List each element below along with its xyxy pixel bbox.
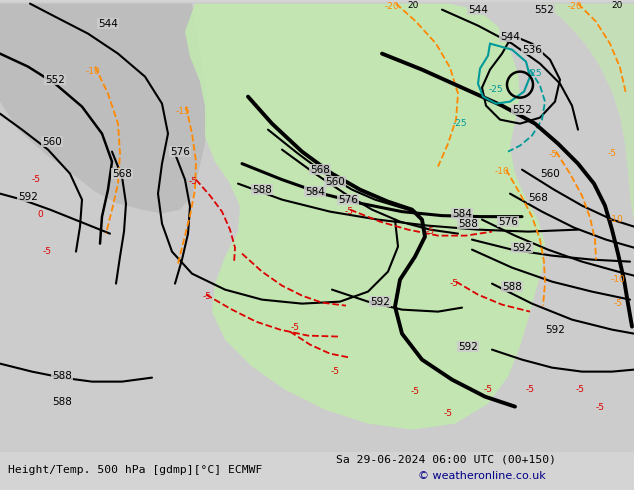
- Text: 576: 576: [338, 195, 358, 205]
- Text: -5: -5: [548, 150, 557, 159]
- Text: -25: -25: [527, 69, 542, 78]
- Text: 20: 20: [407, 1, 418, 10]
- Text: 576: 576: [170, 147, 190, 157]
- Text: 568: 568: [528, 193, 548, 203]
- Text: 588: 588: [458, 219, 478, 229]
- Text: -20: -20: [567, 2, 582, 11]
- Text: 552: 552: [534, 4, 554, 15]
- Text: -5: -5: [425, 227, 434, 236]
- Text: 544: 544: [468, 4, 488, 15]
- Text: -5: -5: [188, 177, 198, 186]
- Text: -5: -5: [290, 323, 299, 332]
- Polygon shape: [185, 3, 545, 430]
- Text: 592: 592: [18, 192, 38, 201]
- Text: -5: -5: [410, 387, 420, 396]
- Text: -25: -25: [489, 85, 503, 94]
- Text: 584: 584: [452, 209, 472, 219]
- Text: -10: -10: [86, 67, 100, 76]
- Text: 588: 588: [502, 282, 522, 292]
- Text: -5: -5: [595, 403, 604, 412]
- Text: -5: -5: [42, 247, 51, 256]
- Text: -20: -20: [385, 2, 399, 11]
- Text: -5: -5: [444, 409, 453, 418]
- Text: 592: 592: [512, 243, 532, 253]
- Text: 560: 560: [42, 137, 62, 147]
- Text: 544: 544: [98, 19, 118, 28]
- Text: 560: 560: [540, 169, 560, 179]
- Text: 588: 588: [52, 396, 72, 407]
- Text: -5: -5: [484, 385, 493, 394]
- Text: 592: 592: [545, 325, 565, 335]
- Text: -10: -10: [611, 275, 625, 284]
- Text: 536: 536: [522, 45, 542, 54]
- Text: 576: 576: [498, 217, 518, 226]
- Text: 592: 592: [370, 296, 390, 307]
- Text: -5: -5: [344, 207, 354, 216]
- Text: 560: 560: [325, 176, 345, 187]
- Text: 544: 544: [500, 32, 520, 42]
- Text: -25: -25: [453, 119, 467, 128]
- Text: 552: 552: [45, 74, 65, 85]
- Text: © weatheronline.co.uk: © weatheronline.co.uk: [418, 471, 546, 481]
- Text: -15: -15: [176, 107, 190, 116]
- Text: -5: -5: [330, 367, 339, 376]
- Polygon shape: [545, 3, 634, 221]
- Text: 568: 568: [310, 165, 330, 174]
- Text: Sa 29-06-2024 06:00 UTC (00+150): Sa 29-06-2024 06:00 UTC (00+150): [336, 455, 556, 465]
- Text: -5: -5: [607, 149, 616, 158]
- Text: Height/Temp. 500 hPa [gdmp][°C] ECMWF: Height/Temp. 500 hPa [gdmp][°C] ECMWF: [8, 466, 262, 475]
- Text: 552: 552: [512, 105, 532, 115]
- Text: 20: 20: [611, 1, 623, 10]
- Text: -5: -5: [32, 175, 41, 184]
- Text: 588: 588: [52, 370, 72, 381]
- Text: 0: 0: [37, 210, 43, 219]
- Text: 588: 588: [252, 185, 272, 195]
- Text: -5: -5: [526, 385, 534, 394]
- Text: 584: 584: [305, 187, 325, 196]
- Text: -5: -5: [576, 385, 585, 394]
- Text: -5: -5: [202, 292, 212, 301]
- Text: -5: -5: [614, 299, 623, 308]
- Polygon shape: [0, 3, 208, 214]
- Text: -5: -5: [450, 279, 458, 288]
- Text: 568: 568: [112, 169, 132, 179]
- Text: 592: 592: [458, 342, 478, 352]
- Text: -10: -10: [495, 167, 509, 176]
- Text: -10: -10: [609, 215, 623, 224]
